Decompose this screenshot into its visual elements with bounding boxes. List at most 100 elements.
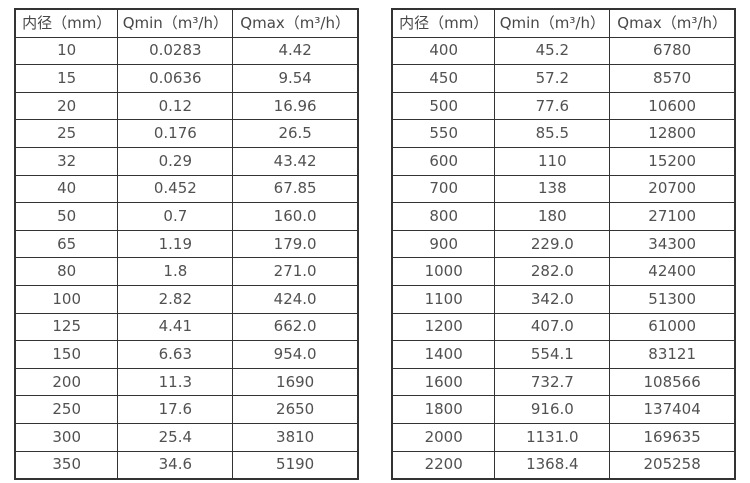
- qmax-cell: 662.0: [232, 312, 359, 342]
- diameter-cell: 125: [14, 312, 119, 342]
- diameter-cell: 1800: [391, 395, 496, 424]
- table-row: 25 0.176 26.5: [14, 119, 359, 148]
- diameter-cell: 400: [391, 36, 496, 66]
- qmin-cell: 732.7: [494, 367, 611, 397]
- table-row: 1200 407.0 61000: [391, 312, 736, 342]
- diameter-cell: 1600: [391, 367, 496, 397]
- diameter-cell: 450: [391, 64, 496, 93]
- qmax-cell: 10600: [609, 91, 736, 121]
- table-row: 1400 554.1 83121: [391, 340, 736, 369]
- table-row: 400 45.2 6780: [391, 36, 736, 66]
- qmin-cell: 342.0: [494, 284, 611, 314]
- qmax-cell: 108566: [609, 367, 736, 397]
- diameter-cell: 2000: [391, 422, 496, 452]
- table-row: 50 0.7 160.0: [14, 202, 359, 231]
- qmin-cell: 25.4: [117, 422, 234, 452]
- table-row: 100 2.82 424.0: [14, 284, 359, 314]
- column-header-qmin: Qmin（m³/h）: [117, 8, 234, 38]
- qmax-cell: 6780: [609, 36, 736, 66]
- header-row: 内径（mm） Qmin（m³/h） Qmax（m³/h）: [14, 8, 359, 38]
- qmin-cell: 110: [494, 146, 611, 176]
- qmin-cell: 180: [494, 202, 611, 231]
- qmax-cell: 179.0: [232, 229, 359, 259]
- table-row: 600 110 15200: [391, 146, 736, 176]
- qmax-cell: 205258: [609, 450, 736, 480]
- flow-table-large-diameters: 内径（mm） Qmin（m³/h） Qmax（m³/h） 400 45.2 6780 45…: [391, 8, 736, 481]
- table-row: 20 0.12 16.96: [14, 91, 359, 121]
- diameter-cell: 200: [14, 367, 119, 397]
- qmax-cell: 12800: [609, 119, 736, 148]
- qmax-cell: 3810: [232, 422, 359, 452]
- qmax-cell: 83121: [609, 340, 736, 369]
- diameter-cell: 550: [391, 119, 496, 148]
- table-row: 800 180 27100: [391, 202, 736, 231]
- table-row: 300 25.4 3810: [14, 422, 359, 452]
- table-row: 1800 916.0 137404: [391, 395, 736, 424]
- qmin-cell: 1131.0: [494, 422, 611, 452]
- table-row: 350 34.6 5190: [14, 450, 359, 480]
- column-header-diameter: 内径（mm）: [391, 8, 496, 38]
- qmin-cell: 45.2: [494, 36, 611, 66]
- diameter-cell: 900: [391, 229, 496, 259]
- flow-table-small-diameters: 内径（mm） Qmin（m³/h） Qmax（m³/h） 10 0.0283 4.42 1…: [14, 8, 359, 481]
- diameter-cell: 25: [14, 119, 119, 148]
- diameter-cell: 500: [391, 91, 496, 121]
- qmax-cell: 20700: [609, 174, 736, 204]
- table-row: 2000 1131.0 169635: [391, 422, 736, 452]
- qmax-cell: 61000: [609, 312, 736, 342]
- diameter-cell: 1400: [391, 340, 496, 369]
- qmin-cell: 1368.4: [494, 450, 611, 480]
- diameter-cell: 2200: [391, 450, 496, 480]
- table-row: 65 1.19 179.0: [14, 229, 359, 259]
- table-row: 150 6.63 954.0: [14, 340, 359, 369]
- qmin-cell: 138: [494, 174, 611, 204]
- qmax-cell: 26.5: [232, 119, 359, 148]
- qmin-cell: 4.41: [117, 312, 234, 342]
- diameter-cell: 65: [14, 229, 119, 259]
- table-row: 32 0.29 43.42: [14, 146, 359, 176]
- qmin-cell: 407.0: [494, 312, 611, 342]
- table-row: 2200 1368.4 205258: [391, 450, 736, 480]
- header-row: 内径（mm） Qmin（m³/h） Qmax（m³/h）: [391, 8, 736, 38]
- qmin-cell: 229.0: [494, 229, 611, 259]
- table-row: 450 57.2 8570: [391, 64, 736, 93]
- qmin-cell: 6.63: [117, 340, 234, 369]
- table-row: 1600 732.7 108566: [391, 367, 736, 397]
- qmax-cell: 27100: [609, 202, 736, 231]
- table-row: 700 138 20700: [391, 174, 736, 204]
- qmin-cell: 1.19: [117, 229, 234, 259]
- diameter-cell: 32: [14, 146, 119, 176]
- column-header-qmax: Qmax（m³/h）: [232, 8, 359, 38]
- diameter-cell: 80: [14, 257, 119, 286]
- qmin-cell: 0.176: [117, 119, 234, 148]
- table-row: 40 0.452 67.85: [14, 174, 359, 204]
- qmin-cell: 0.7: [117, 202, 234, 231]
- qmax-cell: 8570: [609, 64, 736, 93]
- qmax-cell: 954.0: [232, 340, 359, 369]
- qmax-cell: 43.42: [232, 146, 359, 176]
- qmax-cell: 51300: [609, 284, 736, 314]
- qmin-cell: 0.452: [117, 174, 234, 204]
- qmin-cell: 0.0636: [117, 64, 234, 93]
- qmin-cell: 34.6: [117, 450, 234, 480]
- qmax-cell: 2650: [232, 395, 359, 424]
- qmin-cell: 77.6: [494, 91, 611, 121]
- column-header-diameter: 内径（mm）: [14, 8, 119, 38]
- diameter-cell: 350: [14, 450, 119, 480]
- qmax-cell: 5190: [232, 450, 359, 480]
- qmin-cell: 85.5: [494, 119, 611, 148]
- table-row: 900 229.0 34300: [391, 229, 736, 259]
- table-row: 500 77.6 10600: [391, 91, 736, 121]
- diameter-cell: 700: [391, 174, 496, 204]
- qmax-cell: 271.0: [232, 257, 359, 286]
- diameter-cell: 1000: [391, 257, 496, 286]
- diameter-cell: 10: [14, 36, 119, 66]
- diameter-cell: 800: [391, 202, 496, 231]
- qmin-cell: 57.2: [494, 64, 611, 93]
- table-row: 80 1.8 271.0: [14, 257, 359, 286]
- qmin-cell: 11.3: [117, 367, 234, 397]
- column-header-qmax: Qmax（m³/h）: [609, 8, 736, 38]
- diameter-cell: 150: [14, 340, 119, 369]
- table-row: 1100 342.0 51300: [391, 284, 736, 314]
- qmax-cell: 1690: [232, 367, 359, 397]
